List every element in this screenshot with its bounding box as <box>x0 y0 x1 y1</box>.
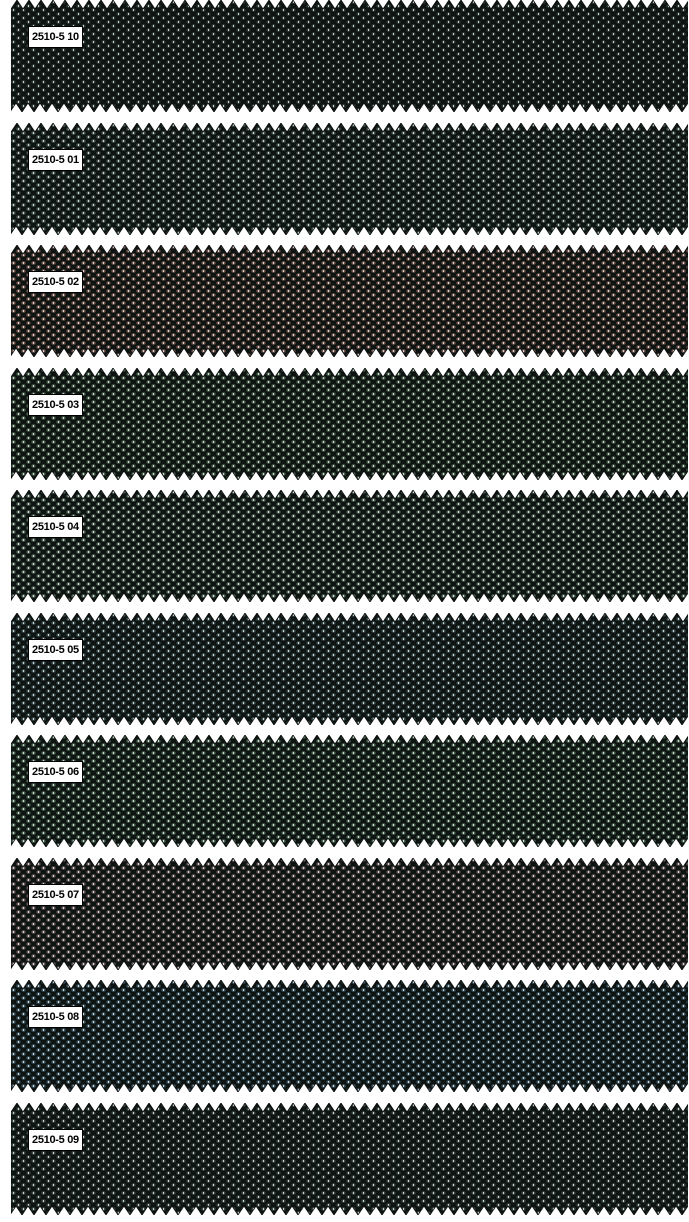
fabric-texture <box>11 980 688 1092</box>
swatch-code-label: 2510-5 08 <box>28 1006 83 1028</box>
fabric-texture <box>11 490 688 602</box>
swatch-code-label: 2510-5 07 <box>28 884 83 906</box>
swatch-code-label: 2510-5 05 <box>28 639 83 661</box>
fabric-swatch[interactable]: 2510-5 10 <box>11 0 688 112</box>
woven-fabric-strip <box>11 735 688 847</box>
fabric-swatch[interactable]: 2510-5 01 <box>11 123 688 235</box>
fabric-swatch[interactable]: 2510-5 09 <box>11 1103 688 1215</box>
woven-fabric-strip <box>11 858 688 970</box>
swatch-code-label: 2510-5 06 <box>28 761 83 783</box>
woven-fabric-strip <box>11 123 688 235</box>
fabric-swatch[interactable]: 2510-5 07 <box>11 858 688 970</box>
fabric-texture <box>11 123 688 235</box>
woven-fabric-strip <box>11 368 688 480</box>
fabric-texture <box>11 0 688 112</box>
woven-fabric-strip <box>11 0 688 112</box>
fabric-texture <box>11 613 688 725</box>
woven-fabric-strip <box>11 245 688 357</box>
fabric-texture <box>11 858 688 970</box>
swatch-code-label: 2510-5 01 <box>28 149 83 171</box>
woven-fabric-strip <box>11 490 688 602</box>
swatch-code-label: 2510-5 02 <box>28 271 83 293</box>
fabric-texture <box>11 735 688 847</box>
fabric-texture <box>11 1103 688 1215</box>
fabric-swatch[interactable]: 2510-5 03 <box>11 368 688 480</box>
swatch-code-label: 2510-5 04 <box>28 516 83 538</box>
woven-fabric-strip <box>11 1103 688 1215</box>
fabric-swatch[interactable]: 2510-5 06 <box>11 735 688 847</box>
fabric-swatch[interactable]: 2510-5 05 <box>11 613 688 725</box>
fabric-swatch[interactable]: 2510-5 08 <box>11 980 688 1092</box>
fabric-swatch[interactable]: 2510-5 02 <box>11 245 688 357</box>
swatch-code-label: 2510-5 03 <box>28 394 83 416</box>
fabric-texture <box>11 245 688 357</box>
fabric-swatch[interactable]: 2510-5 04 <box>11 490 688 602</box>
woven-fabric-strip <box>11 980 688 1092</box>
fabric-texture <box>11 368 688 480</box>
swatch-code-label: 2510-5 09 <box>28 1129 83 1151</box>
swatch-code-label: 2510-5 10 <box>28 26 83 48</box>
woven-fabric-strip <box>11 613 688 725</box>
